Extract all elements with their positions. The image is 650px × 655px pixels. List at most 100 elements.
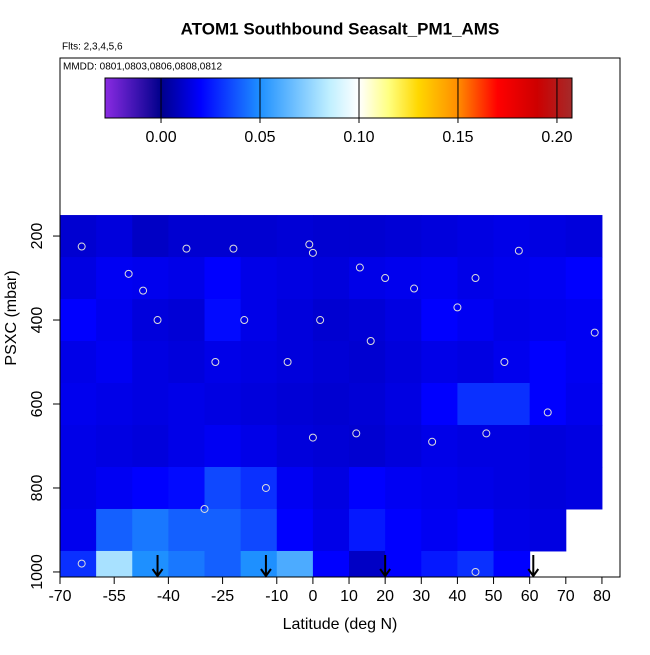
heat-cell bbox=[493, 424, 531, 468]
heat-cell bbox=[240, 508, 278, 552]
heat-cell bbox=[457, 341, 495, 384]
heat-cell bbox=[132, 299, 169, 342]
heat-cell bbox=[493, 383, 531, 426]
sample-point bbox=[471, 274, 480, 283]
heat-cell bbox=[421, 424, 458, 468]
colorbar-tick-label: 0.05 bbox=[244, 129, 275, 146]
y-tick-label: 400 bbox=[29, 307, 46, 334]
heat-cell bbox=[240, 424, 278, 468]
y-tick-label: 800 bbox=[29, 475, 46, 502]
heat-cell bbox=[349, 215, 386, 258]
heat-cell bbox=[204, 424, 242, 468]
heat-cell bbox=[457, 508, 495, 552]
sample-point bbox=[240, 316, 249, 325]
heat-cell bbox=[493, 550, 531, 577]
heat-cell bbox=[276, 215, 314, 258]
heat-cell bbox=[276, 424, 314, 468]
heat-cell bbox=[240, 383, 278, 426]
sample-point bbox=[428, 437, 437, 446]
heat-cell bbox=[132, 466, 169, 510]
heat-cell bbox=[457, 424, 495, 468]
heat-cell bbox=[349, 299, 386, 342]
heat-cell bbox=[168, 466, 206, 510]
heat-cell bbox=[312, 341, 350, 384]
sample-point bbox=[77, 559, 86, 568]
heat-cell bbox=[385, 508, 422, 552]
sample-point bbox=[453, 303, 462, 312]
heat-cell bbox=[529, 424, 567, 468]
heat-cell bbox=[529, 508, 567, 552]
heat-cell bbox=[457, 550, 495, 577]
sample-point bbox=[355, 263, 364, 272]
sample-point bbox=[366, 337, 375, 346]
heat-cell bbox=[168, 424, 206, 468]
heat-cell bbox=[312, 215, 350, 258]
heat-cell bbox=[60, 341, 97, 384]
arrow bbox=[379, 555, 391, 578]
heat-cell bbox=[493, 257, 531, 300]
heat-cell bbox=[204, 299, 242, 342]
heat-cell bbox=[132, 424, 169, 468]
sample-point bbox=[514, 246, 523, 255]
heat-cell bbox=[96, 383, 133, 426]
heat-cell bbox=[204, 466, 242, 510]
heat-cell bbox=[385, 424, 422, 468]
heat-cell bbox=[565, 424, 603, 468]
heat-cell bbox=[529, 299, 567, 342]
arrow bbox=[260, 555, 272, 578]
heat-cell bbox=[96, 299, 133, 342]
sample-point bbox=[410, 284, 419, 293]
sample-point bbox=[124, 269, 133, 278]
heat-cell bbox=[204, 257, 242, 300]
colorbar-tick-label: 0.20 bbox=[541, 129, 572, 146]
sample-point bbox=[229, 244, 238, 253]
heat-cell bbox=[312, 550, 350, 577]
heat-cell bbox=[421, 466, 458, 510]
heat-cell bbox=[385, 215, 422, 258]
x-axis-label: Latitude (deg N) bbox=[283, 616, 398, 633]
heat-cell bbox=[349, 341, 386, 384]
heat-cell bbox=[132, 257, 169, 300]
heat-cell bbox=[493, 341, 531, 384]
heat-cell bbox=[276, 466, 314, 510]
x-tick-label: -25 bbox=[211, 588, 234, 605]
heat-cell bbox=[421, 215, 458, 258]
heat-cell bbox=[312, 508, 350, 552]
heat-cell bbox=[493, 215, 531, 258]
heat-cell bbox=[168, 257, 206, 300]
heat-cell bbox=[565, 257, 603, 300]
heat-cell bbox=[349, 550, 386, 577]
sample-point bbox=[283, 358, 292, 367]
sample-point bbox=[200, 504, 209, 513]
heat-cell bbox=[240, 215, 278, 258]
heat-cell bbox=[493, 299, 531, 342]
heat-cell bbox=[276, 550, 314, 577]
heat-cell bbox=[529, 257, 567, 300]
heat-cell bbox=[385, 466, 422, 510]
arrow bbox=[527, 555, 540, 578]
heat-cell bbox=[529, 383, 567, 426]
heat-cell bbox=[276, 257, 314, 300]
heat-cell bbox=[60, 299, 97, 342]
heat-cell bbox=[96, 466, 133, 510]
heat-cell bbox=[60, 508, 97, 552]
heat-cell bbox=[132, 550, 169, 577]
heat-cell bbox=[204, 341, 242, 384]
heat-cell bbox=[312, 424, 350, 468]
heat-cell bbox=[312, 257, 350, 300]
heat-cell bbox=[385, 550, 422, 577]
heat-cell bbox=[421, 383, 458, 426]
heat-cell bbox=[421, 508, 458, 552]
heat-cell bbox=[421, 550, 458, 577]
heat-cell bbox=[204, 550, 242, 577]
y-axis-label: PSXC (mbar) bbox=[3, 270, 20, 365]
heat-cell bbox=[60, 215, 97, 258]
heat-cell bbox=[132, 383, 169, 426]
sample-point bbox=[381, 274, 390, 283]
x-tick-label: 50 bbox=[485, 588, 503, 605]
colorbar-tick-label: 0.15 bbox=[442, 129, 473, 146]
heat-cell bbox=[60, 466, 97, 510]
heat-cell bbox=[349, 466, 386, 510]
heat-cell bbox=[96, 424, 133, 468]
plot-frame bbox=[59, 57, 621, 578]
